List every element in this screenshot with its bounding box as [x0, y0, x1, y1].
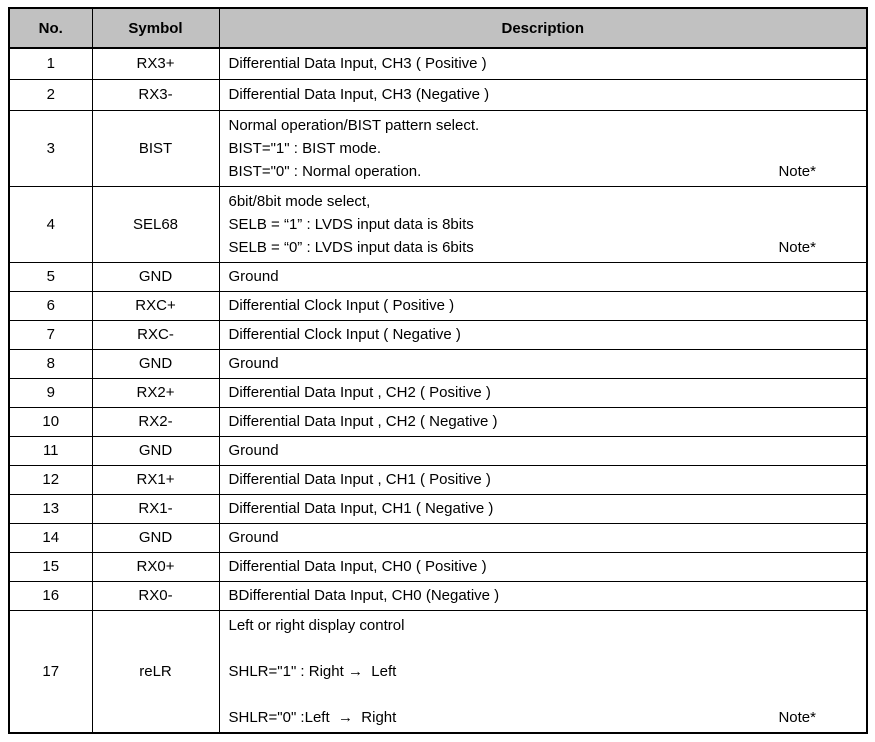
note-label: Note* — [778, 238, 816, 256]
cell-pin-number: 11 — [8, 435, 93, 466]
table-row: 3 BIST Normal operation/BIST pattern selec… — [8, 109, 868, 187]
cell-pin-description: 6bit/8bit mode select, SELB = “1” : LVDS … — [218, 185, 868, 263]
description-text: SHLR="0" :Left → Right — [228, 708, 397, 726]
cell-pin-symbol: GND — [91, 348, 220, 379]
table-row: 4 SEL68 6bit/8bit mode select, SELB = “1” :… — [8, 185, 868, 263]
cell-pin-symbol: RXC+ — [91, 290, 220, 321]
cell-pin-description: Differential Data Input, CH0 ( Positive … — [218, 551, 868, 582]
cell-pin-symbol: RXC- — [91, 319, 220, 350]
table-row: 14 GND Ground — [8, 522, 868, 553]
cell-pin-symbol: reLR — [91, 609, 220, 733]
table-row: 8 GND Ground — [8, 348, 868, 379]
col-header-description: Description — [218, 7, 868, 49]
cell-pin-description: Ground — [218, 261, 868, 292]
description-line: SHLR="0" :Left → Right Note* — [229, 706, 863, 729]
description-text: BIST="0" : Normal operation. — [228, 162, 422, 180]
cell-pin-number: 2 — [8, 78, 93, 111]
table-row: 13 RX1- Differential Data Input, CH1 ( Neg… — [8, 493, 868, 524]
cell-pin-symbol: RX3- — [91, 78, 220, 111]
cell-pin-description: Differential Clock Input ( Negative ) — [218, 319, 868, 350]
table-row: 15 RX0+ Differential Data Input, CH0 ( Pos… — [8, 551, 868, 582]
description-line: Normal operation/BIST pattern select. — [228, 116, 480, 134]
header-row: No. Symbol Description — [8, 7, 868, 49]
description-line: SHLR="1" : Right → Left — [228, 662, 397, 680]
cell-pin-description: Left or right display control SHLR="1" :… — [218, 609, 868, 733]
table-row: 5 GND Ground — [8, 261, 868, 292]
description-text: SELB = “0” : LVDS input data is 6bits — [228, 238, 474, 256]
cell-pin-symbol: RX0+ — [91, 551, 220, 582]
col-header-no: No. — [8, 7, 93, 49]
cell-pin-description: Differential Data Input , CH2 ( Positive… — [218, 377, 868, 408]
cell-pin-symbol: RX2- — [91, 406, 220, 437]
table-row: 10 RX2- Differential Data Input , CH2 ( Ne… — [8, 406, 868, 437]
cell-pin-number: 6 — [8, 290, 93, 321]
description-line: 6bit/8bit mode select, — [228, 192, 371, 210]
cell-pin-number: 1 — [8, 47, 93, 80]
note-label: Note* — [778, 708, 816, 726]
description-line — [229, 683, 863, 706]
cell-pin-symbol: SEL68 — [91, 185, 220, 263]
cell-pin-number: 4 — [8, 185, 93, 263]
cell-pin-description: Ground — [218, 522, 868, 553]
cell-pin-symbol: BIST — [91, 109, 220, 187]
cell-pin-symbol: GND — [91, 522, 220, 553]
table-body: 1 RX3+ Differential Data Input, CH3 ( Posi… — [8, 47, 868, 733]
cell-pin-description: Ground — [218, 348, 868, 379]
cell-pin-symbol: RX1+ — [91, 464, 220, 495]
cell-pin-number: 13 — [8, 493, 93, 524]
description-line: SELB = “1” : LVDS input data is 8bits — [228, 215, 474, 233]
table-row: 17 reLR Left or right display control SHLR… — [8, 609, 868, 733]
cell-pin-number: 16 — [8, 580, 93, 611]
description-line — [229, 637, 863, 660]
cell-pin-symbol: RX1- — [91, 493, 220, 524]
cell-pin-number: 15 — [8, 551, 93, 582]
cell-pin-number: 3 — [8, 109, 93, 187]
cell-pin-number: 12 — [8, 464, 93, 495]
cell-pin-number: 5 — [8, 261, 93, 292]
table-row: 9 RX2+ Differential Data Input , CH2 ( Pos… — [8, 377, 868, 408]
cell-pin-description: Differential Data Input, CH1 ( Negative … — [218, 493, 868, 524]
table-row: 11 GND Ground — [8, 435, 868, 466]
cell-pin-number: 8 — [8, 348, 93, 379]
cell-pin-description: Ground — [218, 435, 868, 466]
cell-pin-description: Differential Data Input, CH3 (Negative ) — [218, 78, 868, 111]
cell-pin-number: 7 — [8, 319, 93, 350]
cell-pin-number: 17 — [8, 609, 93, 733]
cell-pin-symbol: RX0- — [91, 580, 220, 611]
cell-pin-description: Differential Data Input , CH2 ( Negative… — [218, 406, 868, 437]
cell-pin-symbol: RX2+ — [91, 377, 220, 408]
cell-pin-symbol: GND — [91, 261, 220, 292]
cell-pin-description: Differential Clock Input ( Positive ) — [218, 290, 868, 321]
cell-pin-symbol: GND — [91, 435, 220, 466]
table-header: No. Symbol Description — [8, 7, 868, 49]
description-line: Left or right display control — [228, 616, 405, 634]
note-label: Note* — [778, 162, 816, 180]
description-line: BIST="1" : BIST mode. — [228, 139, 382, 157]
cell-pin-description: Normal operation/BIST pattern select. BIS… — [218, 109, 868, 187]
cell-pin-description: Differential Data Input , CH1 ( Positive… — [218, 464, 868, 495]
table-row: 6 RXC+ Differential Clock Input ( Positive… — [8, 290, 868, 321]
table-row: 2 RX3- Differential Data Input, CH3 (Negat… — [8, 78, 868, 111]
cell-pin-description: BDifferential Data Input, CH0 (Negative … — [218, 580, 868, 611]
table-row: 7 RXC- Differential Clock Input ( Negative… — [8, 319, 868, 350]
cell-pin-symbol: RX3+ — [91, 47, 220, 80]
description-line: SELB = “0” : LVDS input data is 6bits Not… — [229, 236, 863, 259]
cell-pin-description: Differential Data Input, CH3 ( Positive … — [218, 47, 868, 80]
table-row: 1 RX3+ Differential Data Input, CH3 ( Posi… — [8, 47, 868, 80]
table-row: 16 RX0- BDifferential Data Input, CH0 (Neg… — [8, 580, 868, 611]
cell-pin-number: 10 — [8, 406, 93, 437]
cell-pin-number: 14 — [8, 522, 93, 553]
pin-description-table: No. Symbol Description 1 RX3+ Differential… — [8, 7, 868, 734]
description-line: BIST="0" : Normal operation. Note* — [229, 160, 863, 183]
col-header-symbol: Symbol — [91, 7, 220, 49]
table-row: 12 RX1+ Differential Data Input , CH1 ( Po… — [8, 464, 868, 495]
cell-pin-number: 9 — [8, 377, 93, 408]
